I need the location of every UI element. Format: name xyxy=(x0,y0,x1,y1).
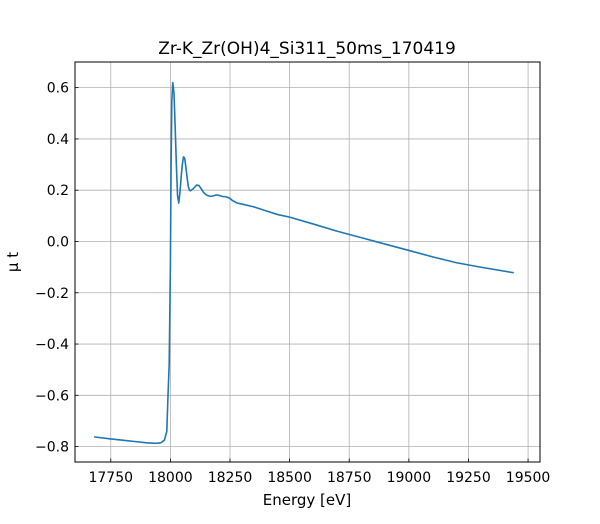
chart-title: Zr-K_Zr(OH)4_Si311_50ms_170419 xyxy=(158,39,456,59)
x-tick-label: 18750 xyxy=(327,470,372,486)
y-tick-label: −0.2 xyxy=(35,286,69,302)
x-tick-label: 19500 xyxy=(506,470,551,486)
x-tick-label: 18250 xyxy=(208,470,253,486)
y-axis-label: μ t xyxy=(4,252,22,272)
y-tick-label: 0.0 xyxy=(47,234,69,250)
grid xyxy=(75,62,540,462)
x-tick-label: 19250 xyxy=(446,470,491,486)
y-tick-label: −0.4 xyxy=(35,337,69,353)
x-tick-label: 18000 xyxy=(148,470,193,486)
y-tick-label: −0.8 xyxy=(35,440,69,456)
y-tick-label: −0.6 xyxy=(35,388,69,404)
x-tick-label: 17750 xyxy=(88,470,133,486)
y-tick-label: 0.2 xyxy=(47,183,69,199)
x-axis-label: Energy [eV] xyxy=(263,491,351,509)
x-tick-label: 19000 xyxy=(387,470,432,486)
series-line xyxy=(93,81,514,445)
series-layer xyxy=(93,81,514,445)
ticks: 17750 18000 18250 18500 18750 19000 19250 19500… xyxy=(35,81,550,486)
plot-frame xyxy=(74,61,541,463)
x-tick-label: 18500 xyxy=(267,470,312,486)
y-tick-label: 0.4 xyxy=(47,132,69,148)
y-tick-label: 0.6 xyxy=(47,81,69,97)
